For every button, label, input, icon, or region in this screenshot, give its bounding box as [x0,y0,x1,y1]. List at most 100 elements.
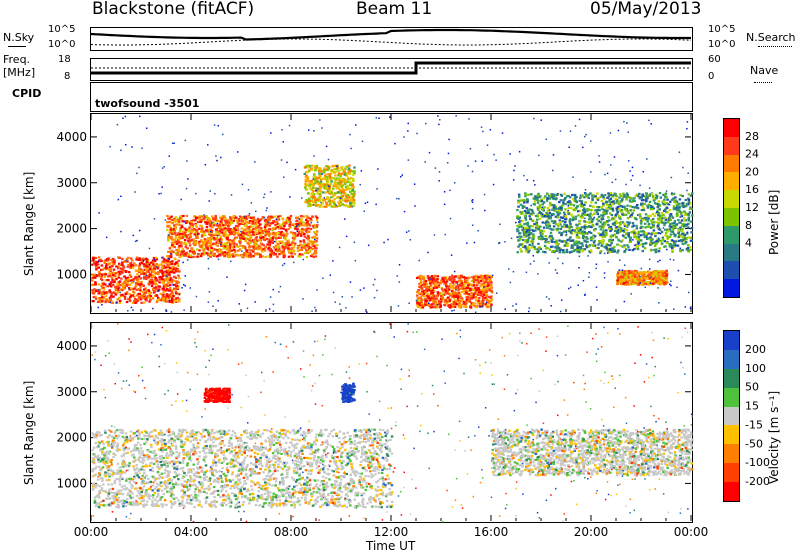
scatter-cell [585,195,588,198]
scatter-cell [686,232,689,235]
scatter-cell [565,195,569,198]
scatter-cell [472,276,475,279]
scatter-cell [678,239,681,243]
scatter-cell [168,247,172,250]
scatter-cell [320,183,324,186]
scatter-cell [684,237,688,240]
scatter-cell [166,228,169,232]
scatter-cell [561,216,564,219]
scatter-cell [109,285,113,288]
scatter-cell [658,208,662,211]
scatter-cell [320,198,324,201]
scatter-cell [563,198,567,201]
scatter-cell [303,243,306,246]
scatter-cell [256,217,260,221]
scatter-cell [605,231,608,235]
scatter-cell [315,237,319,240]
scatter-cell [253,242,256,246]
scatter-cell [539,247,542,251]
scatter-cell [433,285,437,288]
scatter-cell [176,219,179,222]
scatter-cell [125,300,129,304]
scatter-cell [328,174,332,177]
scatter-cell [302,224,306,227]
scatter-cell [97,266,101,269]
scatter-cell [104,291,107,294]
scatter-cell [523,205,526,208]
scatter-cell [307,250,310,253]
scatter-cell [299,243,303,246]
scatter-cell [523,230,527,233]
scatter-cell [459,296,463,299]
scatter-cell [190,228,194,232]
scatter-cell [296,234,299,237]
scatter-cell [422,277,426,280]
scatter-cell [581,204,584,208]
scatter-cell [325,181,329,184]
scatter-cell [614,229,617,233]
scatter-cell [228,248,232,251]
scatter-cell [220,222,223,225]
scatter-cell [600,200,604,203]
scatter-cell [282,247,286,250]
scatter-cell [644,195,647,198]
scatter-cell [607,204,611,208]
scatter-cell [559,199,563,202]
scatter-cell [642,198,645,202]
scatter-cell [436,291,440,294]
scatter-cell [319,187,322,190]
scatter-cell [419,274,423,278]
scatter-cell [304,186,307,189]
scatter-cell [451,281,455,284]
scatter-cell [433,274,437,277]
scatter-cell [275,237,278,240]
scatter-cell [266,243,269,246]
scatter-cell [208,249,212,252]
scatter-cell [422,289,426,292]
scatter-cell [575,242,579,245]
scatter-cell [255,219,258,222]
scatter-cell [176,253,180,256]
scatter-cell [641,230,645,233]
scatter-cell [248,219,252,223]
scatter-cell [561,249,565,252]
scatter-cell [638,213,642,216]
scatter-cell [175,285,178,288]
scatter-cell [455,303,459,306]
scatter-cell [162,274,165,278]
scatter-cell [641,205,644,208]
scatter-cell [424,279,428,283]
scatter-cell [532,237,535,241]
scatter-cell [134,283,138,287]
freq-tick-bottom: 8 [64,71,71,82]
x-tick-label: 12:00 [374,525,409,539]
scatter-cell [181,248,185,251]
scatter-cell [312,195,315,198]
scatter-cell [196,236,199,240]
scatter-cell [559,216,563,219]
scatter-cell [458,279,462,282]
scatter-cell [314,176,317,179]
scatter-cell [100,284,103,288]
scatter-cell [419,279,423,282]
scatter-cell [348,199,351,202]
scatter-cell [162,295,166,299]
scatter-cell [244,247,247,250]
scatter-cell [141,296,144,300]
scatter-cell [547,217,551,220]
scatter-cell [672,208,676,211]
scatter-cell [420,294,424,297]
scatter-cell [347,205,350,208]
scatter-cell [289,221,292,224]
scatter-cell [343,192,347,195]
scatter-cell [344,185,348,188]
scatter-cell [352,201,355,204]
scatter-cell [467,281,470,285]
scatter-cell [553,193,556,196]
scatter-cell [208,223,211,226]
scatter-cell [603,223,607,226]
scatter-cell [178,300,181,303]
scatter-cell [681,242,685,246]
scatter-cell [243,245,247,248]
scatter-cell [327,166,331,170]
